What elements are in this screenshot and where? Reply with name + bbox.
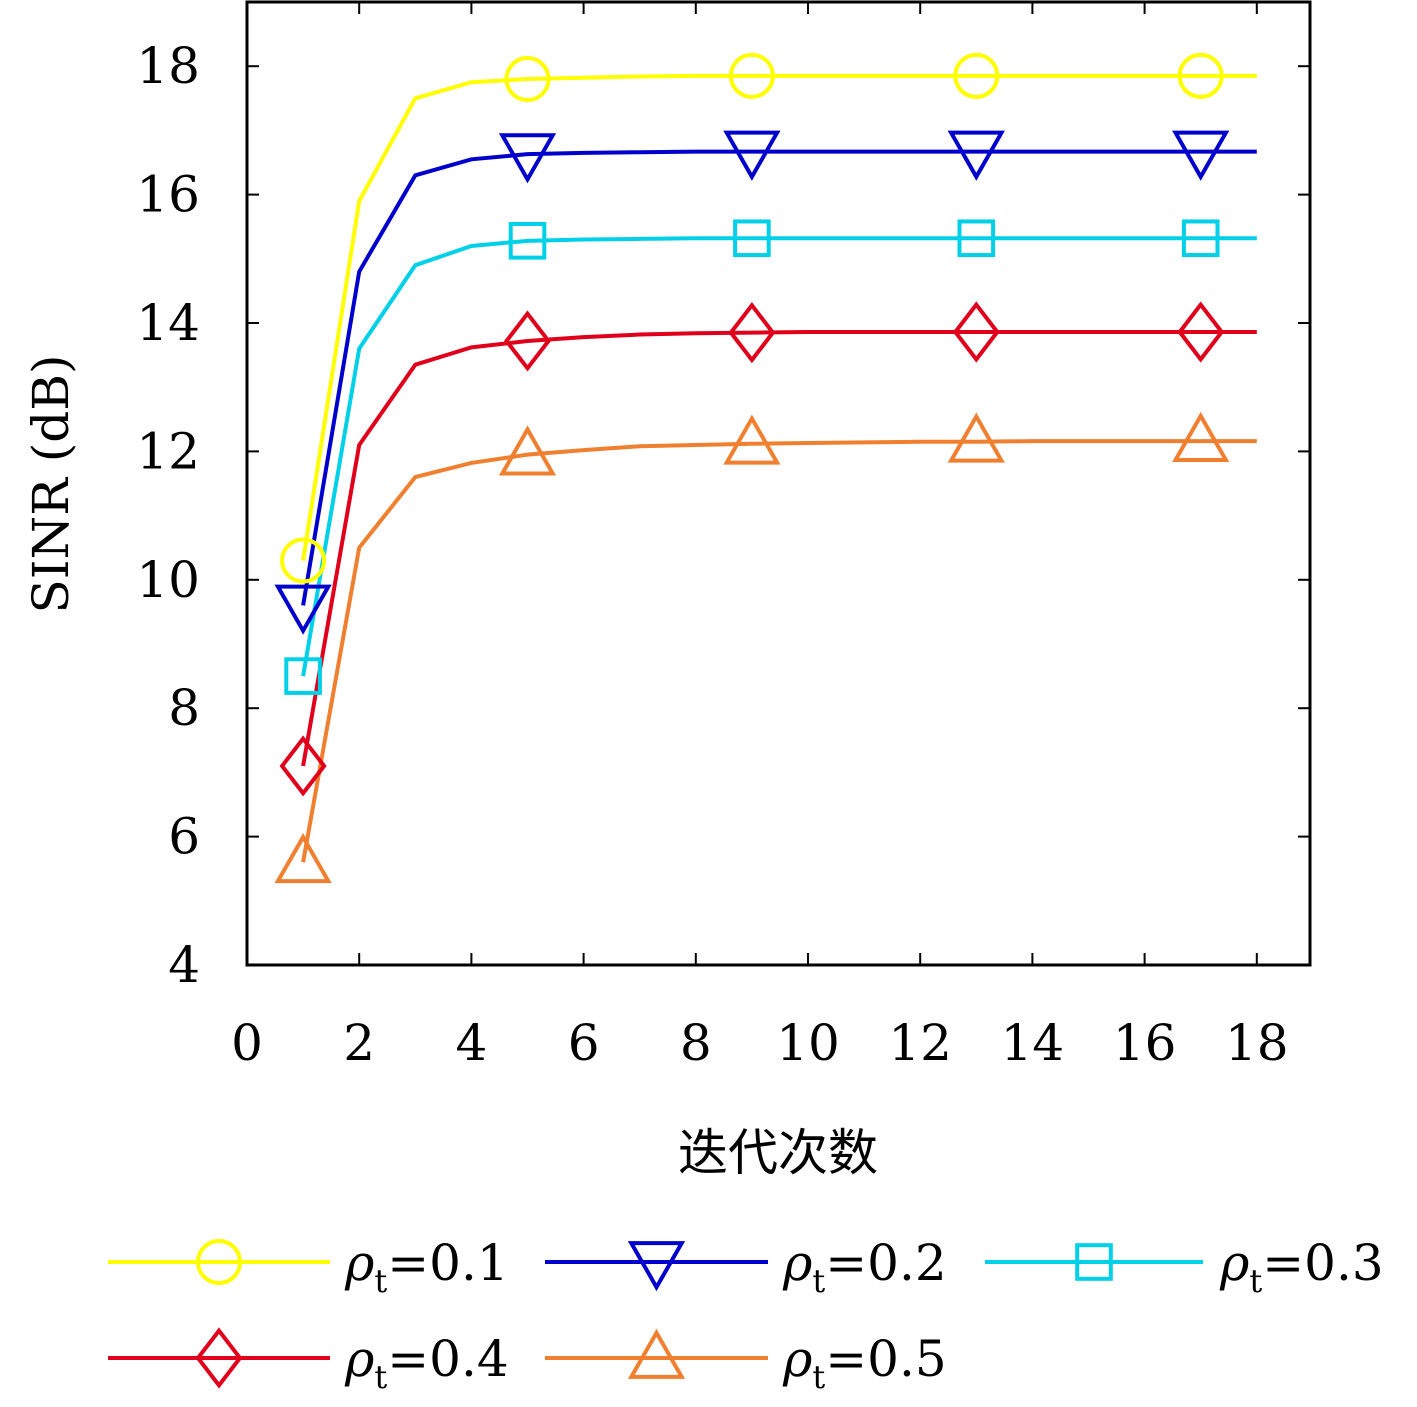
series-line [301,236,1257,677]
legend-value: =0.3 [1262,1234,1383,1292]
y-tick-label: 14 [136,294,200,352]
marker-diamond [195,1327,243,1389]
y-tick-label: 4 [168,936,200,994]
marker-triangle-down [947,130,1005,181]
x-tick-label: 2 [343,1014,375,1072]
legend-value: =0.5 [825,1330,946,1388]
marker-triangle-down [723,130,781,181]
legend-label: ρt=0.5 [782,1330,947,1396]
series-lines [301,73,1257,863]
marker-square [508,222,547,260]
legend-subscript: t [1249,1262,1262,1300]
y-tick-label: 12 [136,422,200,480]
marker-square [1181,219,1220,258]
marker-diamond [279,735,327,797]
marker-triangle-down [627,1241,686,1292]
legend: ρt=0.1 ρt=0.2 ρt=0.3ρt=0.4 ρt=0.5 [108,1234,1384,1396]
legend-label: ρt=0.2 [782,1234,947,1300]
y-tick-label: 8 [168,679,200,737]
legend-label: ρt=0.4 [344,1330,509,1396]
axis-ticks: 0 2 4 6 8 10 12 14 16 18 4 6 8 10 12 14 16 18 [136,2,1310,1072]
x-tick-label: 6 [568,1014,600,1072]
x-tick-label: 4 [455,1014,487,1072]
x-axis-label: 迭代次数 [678,1124,878,1182]
legend-subscript: t [812,1262,825,1300]
series-markers [274,52,1230,884]
x-tick-label: 0 [231,1014,263,1072]
series-line [301,329,1257,767]
marker-triangle-down [1172,130,1230,181]
legend-item: ρt=0.4 [108,1327,509,1396]
marker-circle [728,52,775,99]
series-line [301,149,1257,606]
legend-label: ρt=0.1 [344,1234,509,1300]
legend-subscript: t [374,1358,387,1396]
y-tick-label: 6 [168,808,200,866]
marker-square [733,219,771,258]
y-tick-label: 10 [136,551,200,609]
legend-symbol: ρ [782,1234,813,1292]
marker-triangle-up [723,414,781,465]
marker-square [284,657,322,695]
y-tick-label: 16 [136,166,200,224]
legend-item: ρt=0.3 [985,1234,1384,1300]
legend-symbol: ρ [344,1234,375,1292]
legend-label: ρt=0.3 [1219,1234,1384,1300]
legend-symbol: ρ [1219,1234,1250,1292]
marker-triangle-up [947,412,1005,463]
marker-diamond [1177,301,1225,363]
marker-square [1075,1243,1113,1281]
marker-square [957,219,996,258]
x-tick-label: 12 [888,1014,952,1072]
y-tick-label: 18 [136,37,200,95]
series-line [301,439,1257,863]
legend-value: =0.2 [825,1234,946,1292]
x-tick-label: 8 [680,1014,712,1072]
x-tick-label: 16 [1113,1014,1177,1072]
marker-triangle-up [1172,411,1230,463]
marker-circle [196,1239,242,1285]
legend-subscript: t [374,1262,387,1300]
marker-circle [1177,52,1224,99]
plot-frame [245,0,1312,967]
y-axis-label: SINR (dB) [22,354,80,613]
marker-diamond [952,301,1000,363]
x-tick-label: 14 [1001,1014,1065,1072]
marker-circle [280,537,327,584]
marker-diamond [728,302,776,364]
legend-item: ρt=0.1 [108,1234,509,1300]
marker-triangle-up [627,1328,686,1379]
legend-item: ρt=0.5 [545,1328,947,1396]
marker-triangle-up [498,425,557,476]
legend-symbol: ρ [782,1330,813,1388]
marker-triangle-down [498,133,557,184]
x-tick-label: 10 [776,1014,840,1072]
marker-circle [953,52,1000,99]
marker-triangle-up [274,833,332,884]
legend-item: ρt=0.2 [545,1234,947,1300]
x-tick-label: 18 [1225,1014,1289,1072]
marker-triangle-down [274,584,332,635]
legend-subscript: t [812,1358,825,1396]
marker-circle [504,56,551,103]
legend-value: =0.4 [387,1330,508,1388]
legend-symbol: ρ [344,1330,375,1388]
legend-value: =0.1 [387,1234,508,1292]
marker-diamond [503,310,552,372]
series-line [301,73,1257,561]
